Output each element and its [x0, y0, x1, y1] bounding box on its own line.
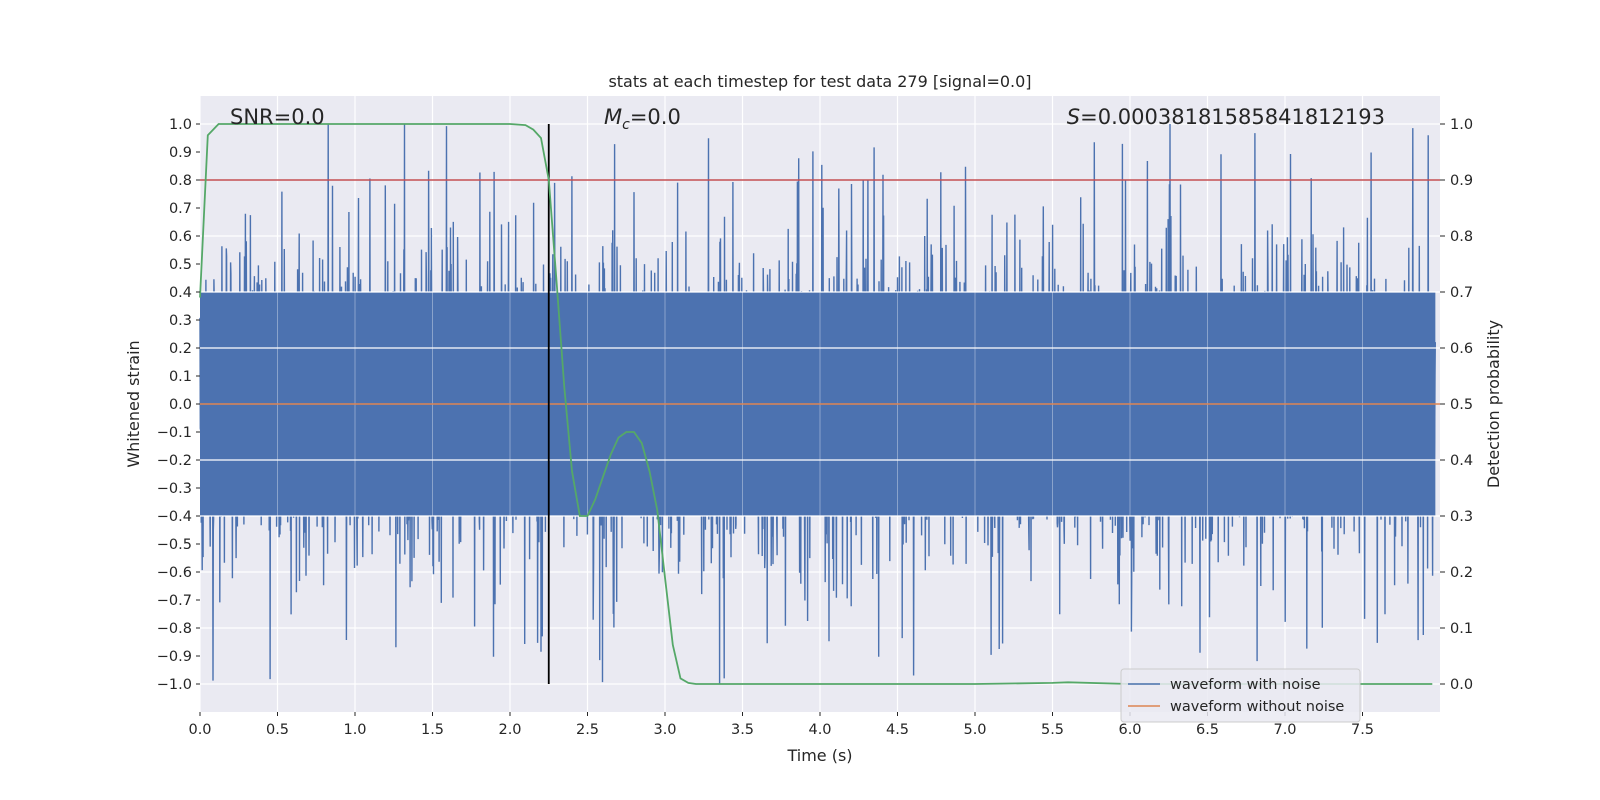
y-tick-label: 1.0 — [169, 117, 192, 133]
x-tick-label: 4.0 — [808, 722, 831, 738]
y2-axis-label: Detection probability — [1484, 320, 1503, 488]
y-tick-label: −0.1 — [157, 425, 192, 441]
y-tick-label: −0.6 — [157, 565, 192, 581]
y-tick-label: 0.3 — [169, 313, 192, 329]
y-tick-label: 0.7 — [169, 201, 192, 217]
x-tick-label: 0.0 — [188, 722, 211, 738]
x-tick-label: 4.5 — [886, 722, 909, 738]
s-value: =0.00038181585841812193 — [1080, 105, 1385, 129]
y2-tick-label: 0.8 — [1450, 229, 1473, 245]
mc-subscript: c — [622, 117, 630, 133]
y-tick-label: 0.9 — [169, 145, 192, 161]
y-tick-label: −0.4 — [157, 509, 192, 525]
mc-value: =0.0 — [630, 105, 681, 129]
y2-tick-label: 0.5 — [1450, 397, 1473, 413]
x-tick-label: 6.5 — [1196, 722, 1219, 738]
s-annotation: S=0.00038181585841812193 — [1067, 105, 1385, 129]
y-tick-label: −0.7 — [157, 593, 192, 609]
mc-symbol: M — [604, 105, 622, 129]
y-tick-label: 0.2 — [169, 341, 192, 357]
y-tick-label: 0.8 — [169, 173, 192, 189]
y-tick-label: −0.5 — [157, 537, 192, 553]
x-tick-label: 1.5 — [421, 722, 444, 738]
x-tick-label: 1.0 — [343, 722, 366, 738]
legend-box — [1120, 668, 1361, 723]
line-series — [199, 123, 1440, 685]
x-tick-label: 3.0 — [653, 722, 676, 738]
y2-tick-label: 0.3 — [1450, 509, 1473, 525]
y2-tick-label: 1.0 — [1450, 117, 1473, 133]
y2-tick-label: 0.6 — [1450, 341, 1473, 357]
x-tick-label: 6.0 — [1118, 722, 1141, 738]
legend-label-waveform-without-noise: waveform without noise — [1170, 699, 1344, 715]
y-tick-label: −0.2 — [157, 453, 192, 469]
y-tick-label: −0.9 — [157, 649, 192, 665]
x-tick-label: 3.5 — [731, 722, 754, 738]
chart-title: stats at each timestep for test data 279… — [608, 72, 1031, 91]
x-tick-label: 7.5 — [1351, 722, 1374, 738]
x-tick-label: 2.0 — [498, 722, 521, 738]
x-axis-label: Time (s) — [786, 746, 852, 765]
y2-tick-label: 0.9 — [1450, 173, 1473, 189]
mc-annotation: Mc=0.0 — [604, 105, 681, 133]
y-tick-label: 0.5 — [169, 257, 192, 273]
y-axis-label: Whitened strain — [124, 340, 143, 467]
y-tick-label: −1.0 — [157, 677, 192, 693]
y-tick-label: −0.3 — [157, 481, 192, 497]
x-tick-label: 5.0 — [963, 722, 986, 738]
legend: waveform with noise waveform without noi… — [1120, 668, 1361, 723]
y2-tick-label: 0.7 — [1450, 285, 1473, 301]
y2-tick-label: 0.0 — [1450, 677, 1473, 693]
x-tick-label: 5.5 — [1041, 722, 1064, 738]
snr-annotation: SNR=0.0 — [230, 105, 325, 129]
y-tick-label: 0.1 — [169, 369, 192, 385]
y2-tick-label: 0.4 — [1450, 453, 1473, 469]
x-tick-label: 7.0 — [1273, 722, 1296, 738]
y-tick-label: 0.0 — [169, 397, 192, 413]
tick-labels: 0.0 0.5 1.0 1.5 2.0 2.5 3.0 3.5 4.0 4.5 5.0 5.5 6.0 6… — [157, 117, 1473, 738]
legend-label-waveform-with-noise: waveform with noise — [1170, 677, 1321, 693]
x-tick-label: 2.5 — [576, 722, 599, 738]
x-tick-label: 0.5 — [266, 722, 289, 738]
s-symbol: S — [1067, 105, 1080, 129]
y2-tick-label: 0.2 — [1450, 565, 1473, 581]
y-tick-label: 0.4 — [169, 285, 192, 301]
y-tick-label: −0.8 — [157, 621, 192, 637]
y-tick-label: 0.6 — [169, 229, 192, 245]
y2-tick-label: 0.1 — [1450, 621, 1473, 637]
series-detection-probability — [199, 123, 1433, 685]
